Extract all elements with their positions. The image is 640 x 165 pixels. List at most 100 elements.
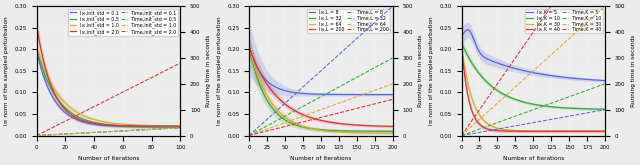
l∞,K = 30 — [518, 130, 525, 132]
Time,K = 5 — [601, 109, 609, 111]
l∞,init_std = 1.0 — [177, 125, 184, 127]
Time,init_std = 1.0 — [119, 130, 127, 132]
l∞,K = 30 — [470, 104, 478, 106]
l∞,K = 30 — [510, 130, 518, 132]
Time,init_std = 0.1 — [99, 131, 107, 133]
l∞,init_std = 0.1 — [99, 124, 107, 126]
l∞,K = 10 — [589, 108, 596, 110]
Time,init_std = 0.1 — [133, 129, 141, 131]
Time,L = 200 — [298, 121, 305, 123]
Time,L = 64 — [389, 83, 397, 85]
Time,K = 10 — [601, 83, 609, 85]
Time,init_std = 0.5 — [68, 133, 76, 135]
Time,init_std = 1.0 — [43, 134, 51, 136]
l∞,L = 32 — [305, 127, 313, 129]
l∞,init_std = 0.5 — [99, 123, 107, 125]
l∞,L = 32 — [389, 130, 397, 132]
Time,K = 10 — [458, 134, 466, 136]
Time,init_std = 0.1 — [68, 133, 76, 135]
l∞,K = 10 — [518, 100, 525, 102]
l∞,init_std = 2.0 — [177, 125, 184, 127]
Time,K = 30 — [518, 80, 525, 82]
Time,L = 64 — [376, 87, 384, 89]
Time,K = 10 — [518, 113, 525, 115]
l∞,L = 32 — [376, 130, 384, 132]
Line: Time,L = 64: Time,L = 64 — [249, 84, 393, 136]
Time,K = 40 — [510, 59, 518, 61]
Time,L = 200 — [246, 134, 253, 136]
l∞,K = 40 — [470, 116, 478, 118]
l∞,init_std = 0.5 — [119, 125, 127, 127]
l∞,K = 5 — [589, 79, 597, 81]
l∞,K = 30 — [601, 130, 609, 132]
Time,L = 8 — [376, 16, 384, 18]
Time,K = 10 — [510, 116, 518, 118]
l∞,init_std = 1.0 — [33, 45, 40, 47]
Time,init_std = 0.5 — [177, 127, 184, 129]
Time,K = 30 — [470, 123, 478, 125]
Line: Time,init_std = 2.0: Time,init_std = 2.0 — [36, 63, 180, 136]
Time,L = 200 — [389, 98, 397, 100]
Time,L = 32 — [389, 57, 397, 59]
Time,init_std = 1.0 — [141, 129, 148, 131]
l∞,L = 8 — [258, 74, 266, 76]
Time,K = 30 — [535, 65, 543, 67]
l∞,init_std = 2.0 — [141, 125, 148, 127]
Time,K = 30 — [510, 87, 518, 89]
Time,init_std = 0.1 — [141, 129, 148, 131]
Y-axis label: Running time in seconds: Running time in seconds — [419, 35, 424, 107]
Time,L = 200 — [305, 119, 313, 121]
Time,L = 64 — [323, 107, 330, 109]
Time,K = 5 — [518, 124, 525, 126]
l∞,L = 8 — [298, 92, 305, 94]
l∞,L = 200 — [305, 116, 313, 118]
Time,init_std = 2.0 — [177, 62, 184, 64]
Time,L = 32 — [323, 93, 330, 95]
Time,L = 200 — [323, 115, 330, 117]
Line: Time,init_std = 0.1: Time,init_std = 0.1 — [36, 128, 180, 136]
l∞,L = 8 — [323, 93, 330, 95]
Time,L = 64 — [298, 116, 305, 118]
Time,L = 64 — [258, 130, 266, 132]
Time,init_std = 0.1 — [177, 127, 184, 129]
Time,L = 8 — [245, 135, 253, 137]
Time,init_std = 0.5 — [43, 134, 51, 136]
l∞,L = 200 — [376, 125, 384, 127]
Time,L = 32 — [298, 106, 305, 108]
l∞,K = 40 — [510, 130, 518, 132]
l∞,init_std = 2.0 — [133, 125, 141, 127]
Line: l∞,init_std = 2.0: l∞,init_std = 2.0 — [36, 26, 180, 126]
Time,L = 32 — [245, 135, 253, 137]
l∞,L = 8 — [305, 93, 313, 95]
Time,init_std = 2.0 — [99, 101, 107, 103]
l∞,K = 5 — [601, 80, 609, 82]
Line: l∞,init_std = 1.0: l∞,init_std = 1.0 — [36, 46, 180, 126]
Time,L = 8 — [298, 87, 305, 89]
l∞,K = 5 — [518, 69, 526, 71]
l∞,L = 32 — [245, 46, 253, 48]
Time,K = 40 — [458, 135, 465, 137]
l∞,init_std = 0.1 — [177, 126, 184, 128]
Line: l∞,K = 30: l∞,K = 30 — [461, 45, 605, 131]
Time,init_std = 0.5 — [33, 135, 40, 137]
Line: l∞,init_std = 0.5: l∞,init_std = 0.5 — [36, 49, 180, 127]
Y-axis label: Running time in seconds: Running time in seconds — [631, 35, 636, 107]
Time,K = 5 — [458, 134, 466, 136]
Y-axis label: l∞ norm of the sampled perturbation: l∞ norm of the sampled perturbation — [429, 16, 434, 125]
Line: Time,K = 40: Time,K = 40 — [461, 0, 605, 136]
Y-axis label: Running time in seconds: Running time in seconds — [206, 35, 211, 107]
l∞,K = 40 — [535, 130, 543, 132]
X-axis label: Number of Iterations: Number of Iterations — [502, 156, 564, 161]
l∞,L = 64 — [246, 49, 253, 51]
Time,L = 8 — [246, 134, 253, 136]
Time,L = 64 — [305, 113, 313, 115]
Y-axis label: l∞ norm of the sampled perturbation: l∞ norm of the sampled perturbation — [4, 16, 9, 125]
l∞,L = 32 — [258, 89, 266, 91]
Time,K = 40 — [458, 133, 466, 135]
Time,init_std = 2.0 — [68, 116, 76, 118]
l∞,L = 64 — [305, 127, 313, 129]
l∞,L = 64 — [323, 130, 330, 132]
l∞,L = 8 — [245, 46, 253, 48]
l∞,K = 10 — [470, 66, 478, 68]
l∞,init_std = 0.1 — [43, 84, 51, 86]
